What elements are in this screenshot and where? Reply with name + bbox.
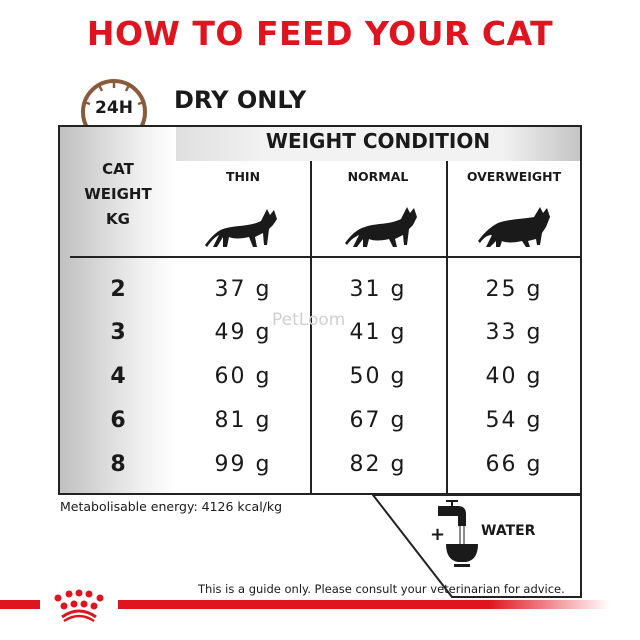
disclaimer: This is a guide only. Please consult you… xyxy=(198,582,565,596)
table-cell: 49 g xyxy=(214,320,272,345)
energy-note: Metabolisable energy: 4126 kcal/kg xyxy=(60,499,283,514)
kg-cell: 4 xyxy=(110,364,126,389)
column-divider xyxy=(446,161,448,493)
overweight-cat-icon xyxy=(478,207,550,247)
kg-cell: 2 xyxy=(110,277,126,302)
royal-canin-crown-logo xyxy=(40,585,118,625)
table-cell: 67 g xyxy=(349,408,407,433)
row-header-line: WEIGHT xyxy=(84,185,152,203)
column-header-normal: NORMAL xyxy=(347,169,409,184)
table-cell: 82 g xyxy=(349,452,407,477)
column-header-overweight: OVERWEIGHT xyxy=(466,169,562,184)
weight-condition-header: WEIGHT CONDITION xyxy=(265,129,491,153)
normal-cat-icon xyxy=(345,207,417,247)
table-cell: 50 g xyxy=(349,364,407,389)
kg-cell: 6 xyxy=(110,408,126,433)
table-cell: 99 g xyxy=(214,452,272,477)
column-header-thin: THIN xyxy=(225,169,261,184)
weight-column-bg xyxy=(60,127,176,493)
table-cell: 41 g xyxy=(349,320,407,345)
table-cell: 66 g xyxy=(485,452,543,477)
kg-cell: 3 xyxy=(110,320,126,345)
water-label: WATER xyxy=(481,523,536,539)
table-cell: 54 g xyxy=(485,408,543,433)
header-divider xyxy=(70,256,580,258)
kg-cell: 8 xyxy=(110,452,126,477)
cat-weight-header: CAT WEIGHT KG xyxy=(60,157,176,232)
table-cell: 33 g xyxy=(485,320,543,345)
feeding-table: WEIGHT CONDITION CAT WEIGHT KG THIN NORM… xyxy=(58,125,582,495)
table-cell: 60 g xyxy=(214,364,272,389)
row-header-line: CAT xyxy=(102,160,134,178)
plus-sign: + xyxy=(430,524,445,545)
clock-label: 24H xyxy=(95,98,133,118)
watermark: PetLoom xyxy=(272,310,346,330)
subtitle: DRY ONLY xyxy=(174,86,307,114)
water-box: + xyxy=(372,494,582,598)
brand-bar xyxy=(0,600,610,609)
row-header-line: KG xyxy=(106,210,130,228)
page-title: HOW TO FEED YOUR CAT xyxy=(86,14,554,53)
table-cell: 37 g xyxy=(214,277,272,302)
thin-cat-icon xyxy=(205,209,277,247)
table-cell: 31 g xyxy=(349,277,407,302)
table-cell: 25 g xyxy=(485,277,543,302)
column-divider xyxy=(310,161,312,493)
table-cell: 40 g xyxy=(485,364,543,389)
table-cell: 81 g xyxy=(214,408,272,433)
water-tap-bowl-icon xyxy=(438,500,478,567)
